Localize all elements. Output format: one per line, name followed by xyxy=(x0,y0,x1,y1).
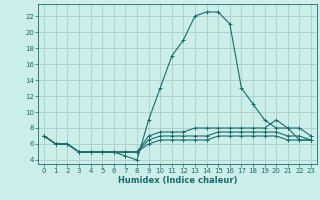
X-axis label: Humidex (Indice chaleur): Humidex (Indice chaleur) xyxy=(118,176,237,185)
